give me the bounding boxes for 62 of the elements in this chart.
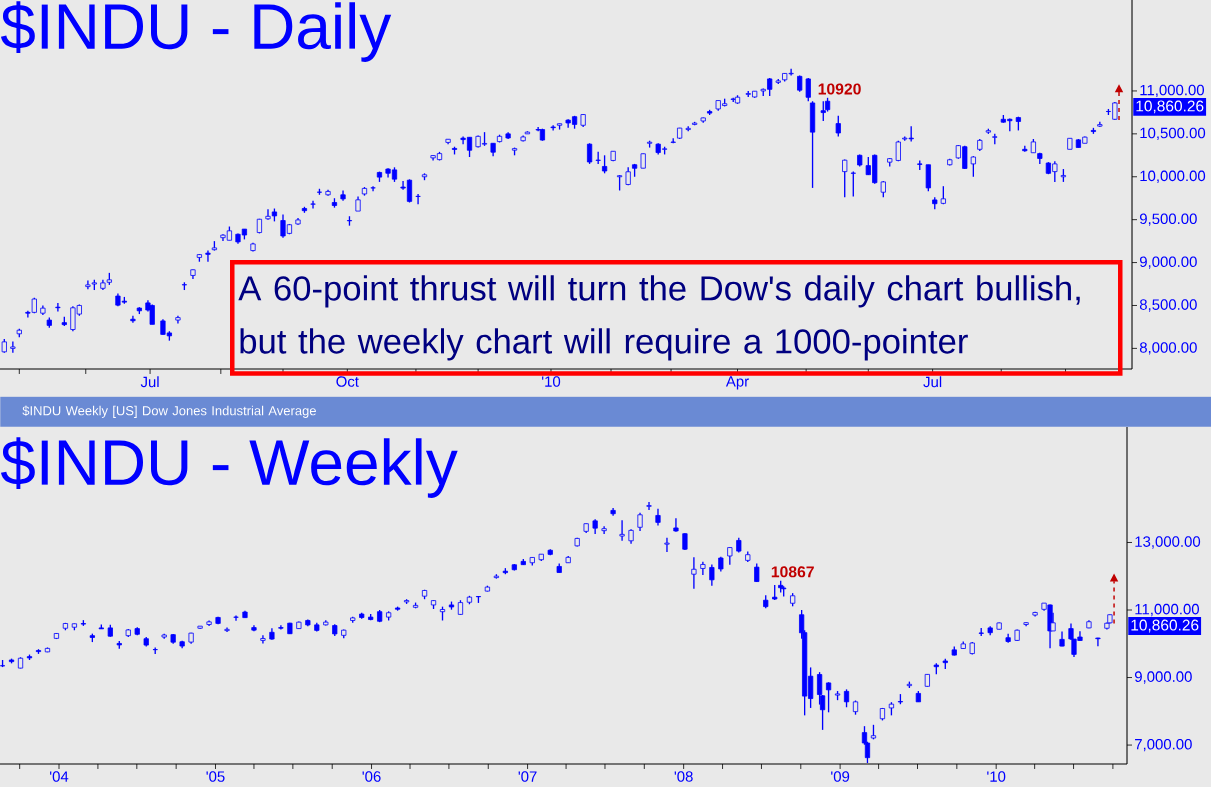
x-tick-label: '10 (987, 771, 1006, 782)
x-tick-label: Jul (140, 376, 159, 388)
x-tick-label: '06 (362, 771, 381, 782)
candlestick (835, 115, 841, 138)
y-tick-label: 10,500.00 (1140, 127, 1206, 141)
y-tick-label: 10,000.00 (1140, 170, 1206, 183)
y-tick-label: 9,000.00 (1134, 671, 1192, 684)
candlestick (691, 556, 697, 590)
y-tick-label: 7,000.00 (1135, 738, 1192, 752)
chart-subtitle: $INDU Weekly [US] Dow Jones Industrial Average (22, 405, 316, 418)
candlestick (970, 155, 976, 178)
x-tick-label: '08 (674, 771, 693, 782)
x-tick-label: '09 (831, 771, 850, 782)
candlestick (754, 562, 760, 583)
annotation: A 60-point thrust will turn the Dow's daily chart bullish, but the weekly chart will require a 1000-pointer (238, 275, 1080, 361)
annotation: 10867 (771, 566, 814, 578)
candlestick (817, 671, 823, 706)
y-tick-label: 11,000.00 (1135, 603, 1199, 617)
text: 10,860.26 (1136, 100, 1204, 114)
x-tick-label: '05 (206, 771, 225, 782)
annotation: 10920 (818, 83, 861, 95)
candlestick (664, 537, 670, 553)
y-tick-label: 8,500.00 (1139, 299, 1197, 312)
candlestick (619, 519, 625, 542)
candlestick (601, 525, 607, 535)
x-tick-label: '04 (50, 771, 69, 782)
candlestick (415, 193, 421, 205)
candlestick (586, 142, 593, 165)
candlestick (842, 158, 848, 199)
x-tick-label: Jul (923, 376, 942, 388)
x-tick-label: '10 (542, 376, 561, 387)
candlestick (646, 501, 652, 511)
candlestick (601, 154, 608, 174)
candlestick (637, 512, 643, 532)
candlestick (205, 249, 211, 263)
candlestick (595, 151, 601, 165)
candlestick (1095, 637, 1101, 647)
chart-title: $INDU - Weekly (0, 437, 458, 498)
candlestick (825, 681, 832, 713)
candlestick (278, 624, 284, 631)
candlestick (925, 164, 931, 193)
x-tick-label: Apr (725, 376, 749, 390)
text: 10,860.26 (1131, 619, 1199, 633)
candlestick (709, 563, 715, 587)
y-tick-label: 8,000.00 (1139, 342, 1197, 355)
y-tick-label: 11,000.00 (1140, 84, 1204, 98)
candlestick (820, 100, 826, 122)
candlestick (10, 340, 16, 354)
candlestick (130, 315, 136, 324)
y-tick-label: 9,000.00 (1139, 256, 1197, 269)
y-tick-label: 13,000.00 (1135, 536, 1201, 549)
x-tick-label: Oct (336, 376, 359, 387)
chart-title: $INDU - Daily (0, 1, 392, 62)
y-tick-label: 9,500.00 (1139, 213, 1197, 226)
candlestick (233, 614, 239, 622)
candlestick (260, 634, 266, 645)
candlestick (673, 517, 679, 533)
candlestick (850, 170, 856, 198)
candlestick (55, 302, 61, 313)
x-tick-label: '07 (518, 771, 537, 782)
candlestick (310, 200, 316, 210)
candlestick (805, 77, 811, 102)
